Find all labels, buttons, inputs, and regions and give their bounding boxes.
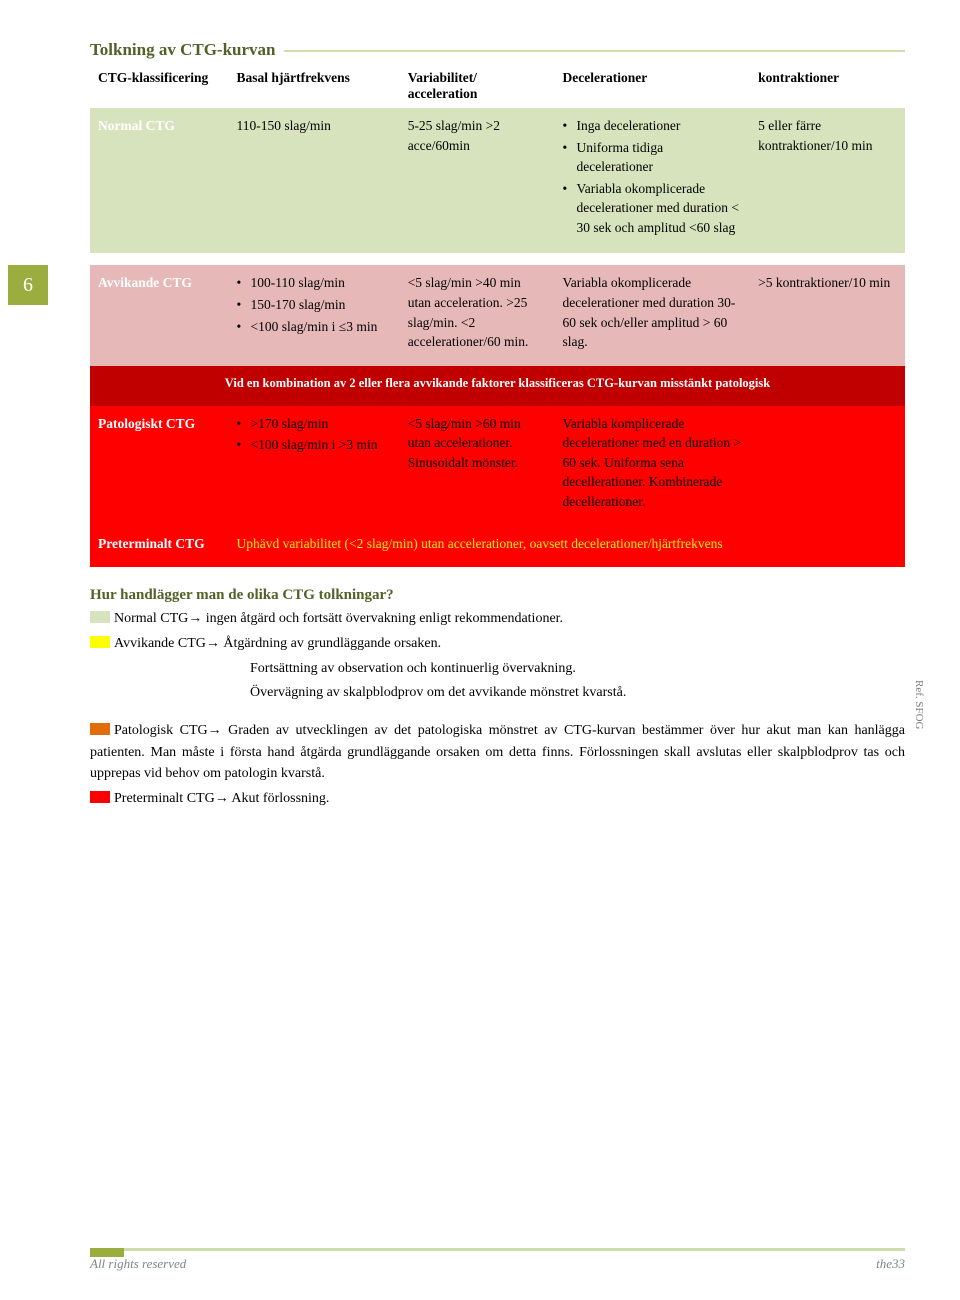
cell-preterm-text: Uphävd variabilitet (<2 slag/min) utan a…: [229, 526, 905, 568]
action-preterm: Preterminalt CTG→ Akut förlossning.: [90, 788, 905, 810]
row-pinkbar: Vid en kombination av 2 eller flera avvi…: [90, 366, 905, 406]
cell-avvik-decel: Variabla okomplicerade decelerationer me…: [555, 265, 751, 365]
avvik-hr-item: 100-110 slag/min: [237, 273, 392, 293]
cell-normal-label: Normal CTG: [90, 108, 229, 253]
section-title-bar: Tolkning av CTG-kurvan: [90, 40, 905, 60]
cell-avvik-kont: >5 kontraktioner/10 min: [750, 265, 905, 365]
footer-right: the33: [876, 1256, 905, 1272]
footer: All rights reserved the33: [90, 1248, 905, 1272]
cell-normal-decel: Inga decelerationer Uniforma tidiga dece…: [555, 108, 751, 253]
cell-pato-label: Patologiskt CTG: [90, 406, 229, 526]
ctg-table: CTG-klassificering Basal hjärtfrekvens V…: [90, 64, 905, 567]
cell-avvik-var: <5 slag/min >40 min utan acceleration. >…: [400, 265, 555, 365]
avvik-hr-item: <100 slag/min i ≤3 min: [237, 317, 392, 337]
title-rule: [284, 50, 906, 52]
swatch-green: [90, 611, 110, 623]
row-preterm: Preterminalt CTG Uphävd variabilitet (<2…: [90, 526, 905, 568]
cell-pato-hr: >170 slag/min <100 slag/min i >3 min: [229, 406, 400, 526]
main-content: Tolkning av CTG-kurvan CTG-klassificerin…: [90, 40, 905, 810]
row-avvik: Avvikande CTG 100-110 slag/min 150-170 s…: [90, 265, 905, 365]
footer-left: All rights reserved: [90, 1256, 186, 1272]
cell-normal-var: 5-25 slag/min >2 acce/60min: [400, 108, 555, 253]
row-pato: Patologiskt CTG >170 slag/min <100 slag/…: [90, 406, 905, 526]
th-klass: CTG-klassificering: [90, 64, 229, 108]
cell-pato-decel: Variabla komplicerade decelerationer med…: [555, 406, 751, 526]
normal-decel-item: Variabla okomplicerade decelerationer me…: [563, 179, 743, 238]
cell-avvik-label: Avvikande CTG: [90, 265, 229, 365]
row-normal: Normal CTG 110-150 slag/min 5-25 slag/mi…: [90, 108, 905, 253]
side-reference: Ref. SFOG: [913, 680, 925, 730]
spacer: [90, 253, 905, 265]
swatch-orange: [90, 723, 110, 735]
normal-decel-item: Inga decelerationer: [563, 116, 743, 136]
swatch-red: [90, 791, 110, 803]
cell-pato-empty: [750, 406, 905, 526]
pato-hr-item: >170 slag/min: [237, 414, 392, 434]
action-avvik-3: Övervägning av skalpblodprov om det avvi…: [250, 682, 905, 704]
pato-hr-item: <100 slag/min i >3 min: [237, 435, 392, 455]
actions-block: Normal CTG→ ingen åtgärd och fortsätt öv…: [90, 608, 905, 810]
normal-decel-item: Uniforma tidiga decelerationer: [563, 138, 743, 177]
cell-pato-var: <5 slag/min >60 min utan accelerationer.…: [400, 406, 555, 526]
action-normal: Normal CTG→ ingen åtgärd och fortsätt öv…: [90, 608, 905, 630]
action-avvik-2: Fortsättning av observation och kontinue…: [250, 658, 905, 680]
cell-preterm-label: Preterminalt CTG: [90, 526, 229, 568]
cell-pinkbar: Vid en kombination av 2 eller flera avvi…: [90, 366, 905, 406]
section-title: Tolkning av CTG-kurvan: [90, 40, 284, 60]
page-number: 6: [8, 265, 48, 305]
th-var: Variabilitet/ acceleration: [400, 64, 555, 108]
th-kont: kontraktioner: [750, 64, 905, 108]
th-basal: Basal hjärtfrekvens: [229, 64, 400, 108]
cell-normal-hr: 110-150 slag/min: [229, 108, 400, 253]
avvik-hr-item: 150-170 slag/min: [237, 295, 392, 315]
swatch-yellow: [90, 636, 110, 648]
th-decel: Decelerationer: [555, 64, 751, 108]
cell-avvik-hr: 100-110 slag/min 150-170 slag/min <100 s…: [229, 265, 400, 365]
action-pato: Patologisk CTG→ Graden av utvecklingen a…: [90, 720, 905, 785]
table-header-row: CTG-klassificering Basal hjärtfrekvens V…: [90, 64, 905, 108]
cell-normal-kont: 5 eller färre kontraktioner/10 min: [750, 108, 905, 253]
handle-title: Hur handlägger man de olika CTG tolkning…: [90, 587, 905, 604]
action-avvik-1: Avvikande CTG→ Åtgärdning av grundläggan…: [90, 633, 905, 655]
